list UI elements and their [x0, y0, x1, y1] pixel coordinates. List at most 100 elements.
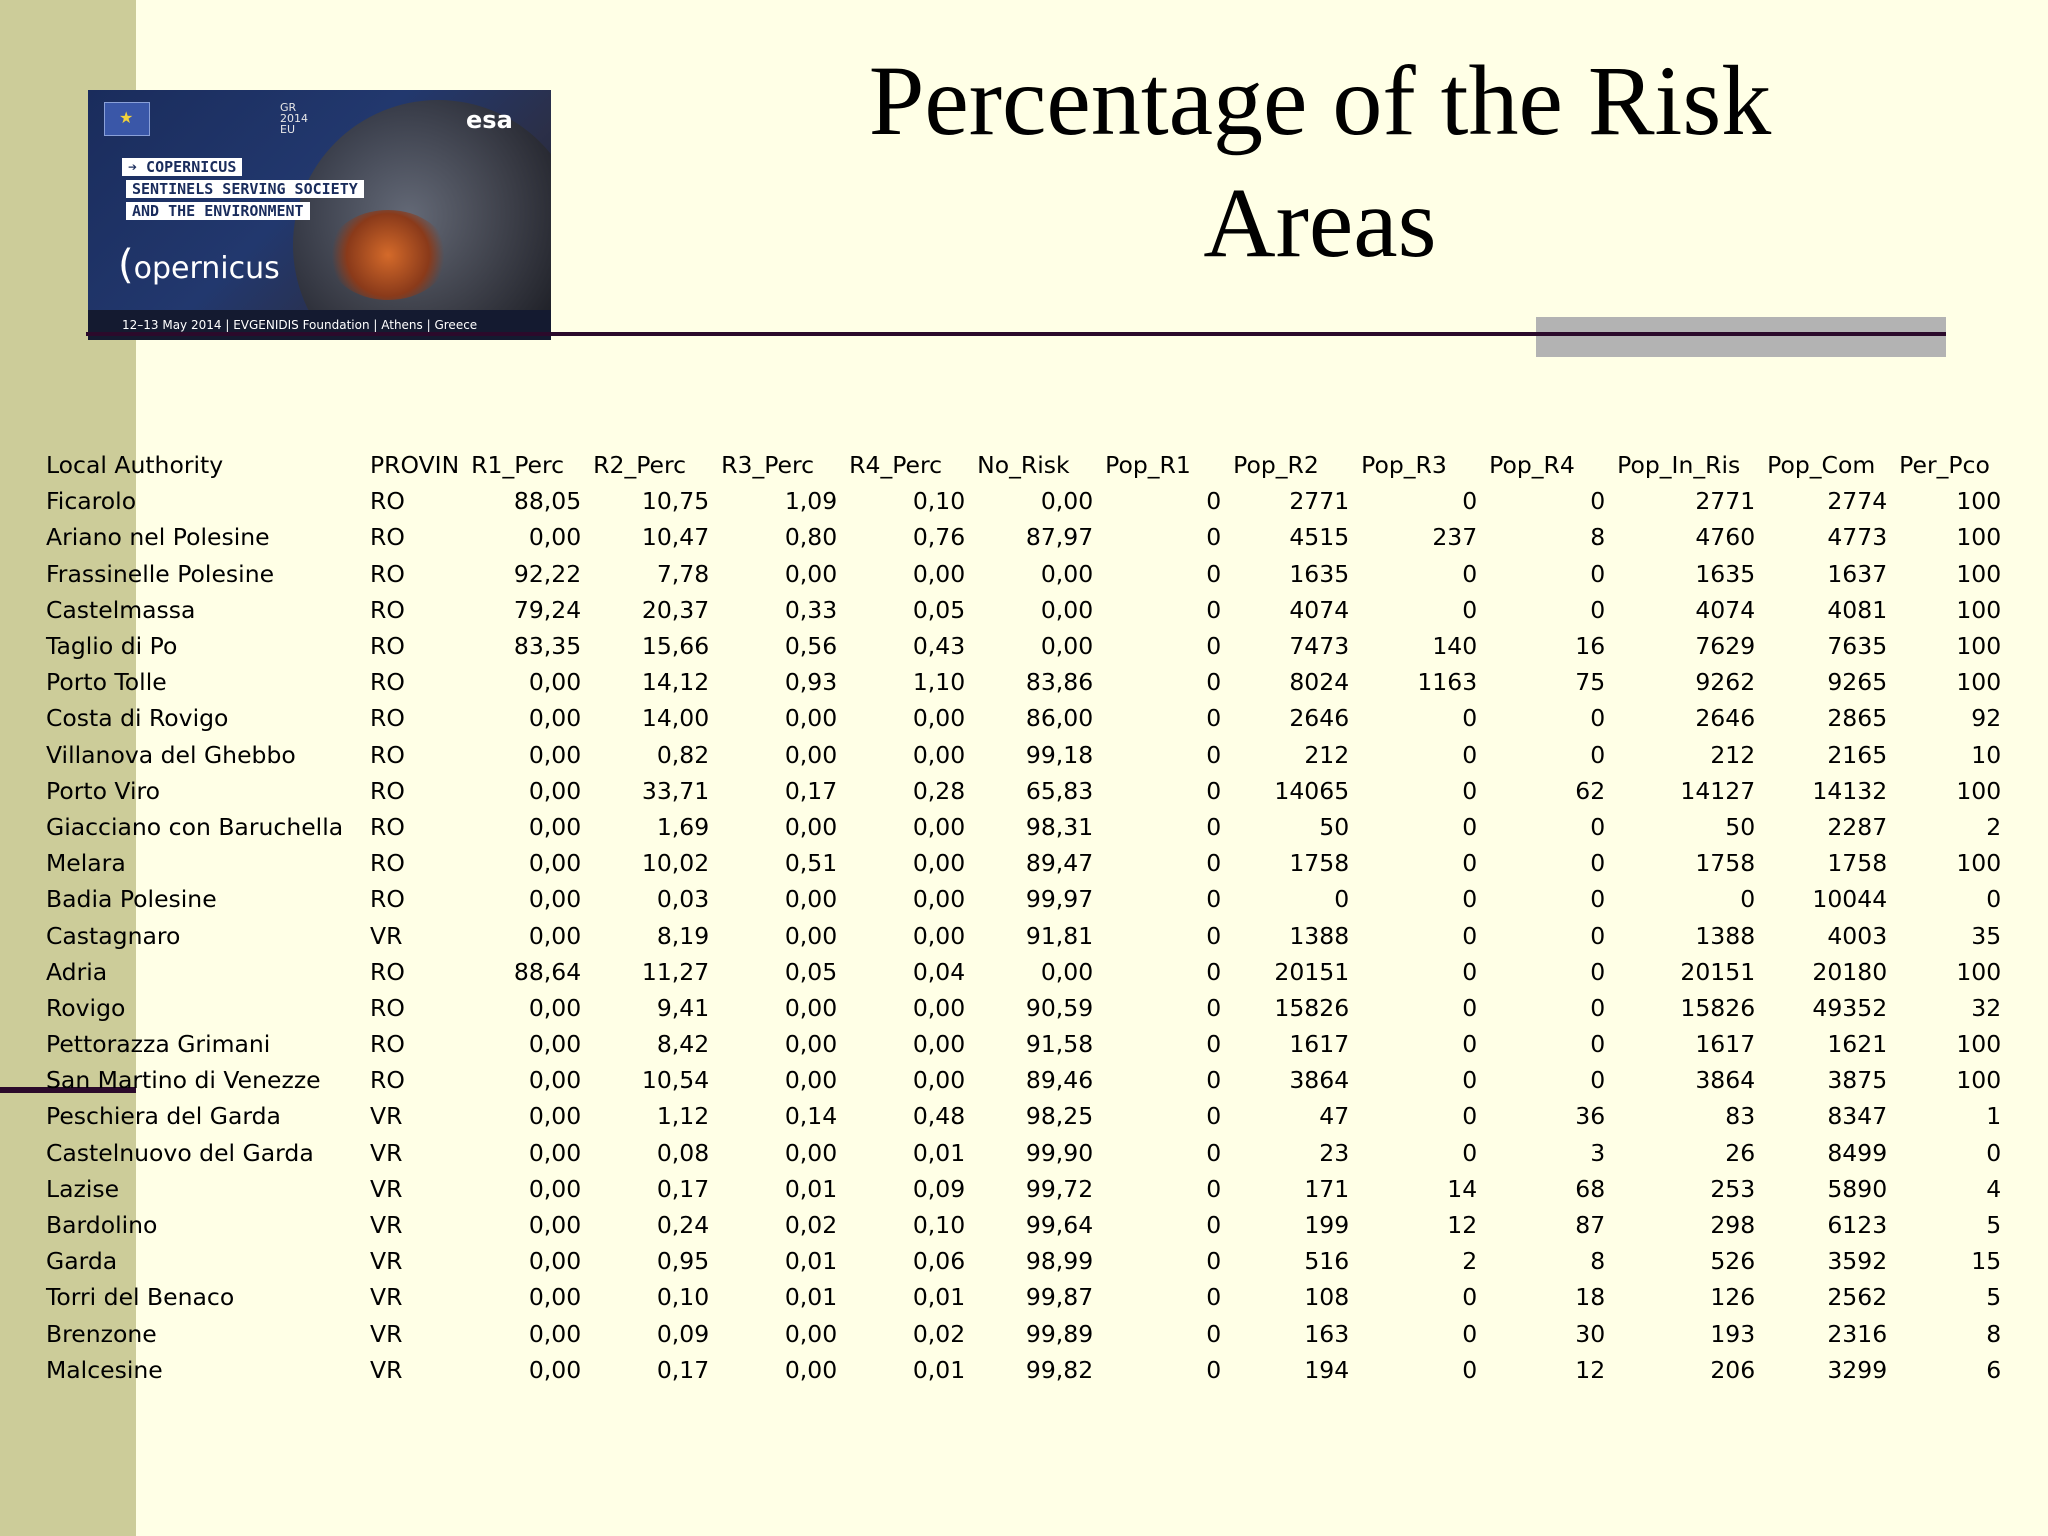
table-cell: 98,99: [1025, 1247, 1094, 1276]
column-header: No_Risk: [977, 451, 1070, 480]
title-rule: [86, 332, 1946, 336]
table-cell: 10,54: [641, 1066, 710, 1095]
table-cell: 1758: [1695, 849, 1756, 878]
table-cell: 0: [1462, 993, 1478, 1022]
banner-tag-2: SENTINELS SERVING SOCIETY: [126, 180, 364, 198]
table-cell: 3875: [1827, 1066, 1888, 1095]
table-cell: 0: [1462, 849, 1478, 878]
table-cell: 0: [1206, 1138, 1222, 1167]
table-cell: 0,00: [528, 1138, 582, 1167]
province-cell: VR: [370, 921, 403, 950]
table-cell: 15826: [1680, 993, 1756, 1022]
table-cell: 98,31: [1025, 812, 1094, 841]
table-cell: 0: [1206, 921, 1222, 950]
table-cell: 253: [1710, 1174, 1756, 1203]
table-cell: 0,05: [784, 957, 838, 986]
table-cell: 99,82: [1025, 1355, 1094, 1384]
table-cell: 0: [1462, 487, 1478, 516]
table-cell: 0,00: [912, 812, 966, 841]
table-cell: 2562: [1827, 1283, 1888, 1312]
table-cell: 0,01: [784, 1247, 838, 1276]
table-row: Castelmassa RO 79,24 20,37 0,33 0,05 0,00 0 4074…: [40, 592, 2007, 628]
table-cell: 0,00: [1040, 632, 1094, 661]
table-cell: 1758: [1827, 849, 1888, 878]
table-cell: 0,00: [1040, 559, 1094, 588]
table-cell: 0: [1462, 1355, 1478, 1384]
province-cell: VR: [370, 1319, 403, 1348]
table-cell: 33,71: [641, 776, 710, 805]
table-cell: 0: [1206, 1319, 1222, 1348]
local-authority-cell: San Martino di Venezze: [46, 1066, 321, 1095]
table-cell: 6123: [1827, 1211, 1888, 1240]
table-row: Garda VR 0,00 0,95 0,01 0,06 98,99 0 516 2 8 526 359…: [40, 1243, 2007, 1279]
table-cell: 1621: [1827, 1030, 1888, 1059]
table-cell: 0: [1590, 921, 1606, 950]
column-header: R1_Perc: [471, 451, 565, 480]
table-row: Pettorazza Grimani RO 0,00 8,42 0,00 0,00 91,5…: [40, 1026, 2007, 1062]
table-cell: 32: [1971, 993, 2002, 1022]
province-cell: RO: [370, 740, 405, 769]
table-row: Taglio di Po RO 83,35 15,66 0,56 0,43 0,00 0 747…: [40, 628, 2007, 664]
table-row: Castelnuovo del Garda VR 0,00 0,08 0,00 0,01 9…: [40, 1135, 2007, 1171]
table-cell: 50: [1319, 812, 1350, 841]
table-cell: 99,87: [1025, 1283, 1094, 1312]
local-authority-cell: Bardolino: [46, 1211, 158, 1240]
table-cell: 99,72: [1025, 1174, 1094, 1203]
table-row: Giacciano con Baruchella RO 0,00 1,69 0,00 0,…: [40, 809, 2007, 845]
table-cell: 0: [1462, 957, 1478, 986]
table-cell: 0,00: [784, 993, 838, 1022]
table-cell: 0: [1590, 1066, 1606, 1095]
table-cell: 0,04: [912, 957, 966, 986]
province-cell: VR: [370, 1211, 403, 1240]
table-cell: 89,46: [1025, 1066, 1094, 1095]
table-cell: 0,51: [784, 849, 838, 878]
slide-title: Percentage of the Risk Areas: [868, 45, 1772, 278]
table-cell: 0: [1590, 993, 1606, 1022]
table-cell: 0,00: [784, 921, 838, 950]
copernicus-banner: GR 2014 EU esa ➔ COPERNICUS SENTINELS SE…: [88, 90, 551, 340]
table-cell: 10: [1971, 740, 2002, 769]
table-cell: 0: [1206, 1174, 1222, 1203]
table-cell: 0: [1206, 1030, 1222, 1059]
table-cell: 212: [1304, 740, 1350, 769]
table-cell: 2646: [1289, 704, 1350, 733]
table-cell: 1388: [1695, 921, 1756, 950]
table-cell: 12: [1575, 1355, 1606, 1384]
table-cell: 0: [1590, 957, 1606, 986]
table-cell: 0,17: [656, 1174, 710, 1203]
table-cell: 18: [1575, 1283, 1606, 1312]
table-cell: 0: [1740, 885, 1756, 914]
table-cell: 10,47: [641, 523, 710, 552]
table-cell: 8499: [1827, 1138, 1888, 1167]
table-cell: 5: [1986, 1211, 2002, 1240]
table-cell: 0: [1590, 595, 1606, 624]
table-cell: 1617: [1289, 1030, 1350, 1059]
table-cell: 0,14: [784, 1102, 838, 1131]
table-cell: 8024: [1289, 668, 1350, 697]
table-cell: 16: [1575, 632, 1606, 661]
province-cell: RO: [370, 632, 405, 661]
table-cell: 89,47: [1025, 849, 1094, 878]
column-header: Pop_R3: [1361, 451, 1447, 480]
table-cell: 8,42: [656, 1030, 710, 1059]
table-cell: 0: [1462, 1283, 1478, 1312]
table-cell: 83: [1725, 1102, 1756, 1131]
table-cell: 0,00: [528, 668, 582, 697]
table-row: Badia Polesine RO 0,00 0,03 0,00 0,00 99,97 0 0 0…: [40, 881, 2007, 917]
table-header-row: Local Authority PROVIN R1_Perc R2_Perc R3_Pe…: [40, 447, 2007, 483]
table-cell: 14: [1447, 1174, 1478, 1203]
table-cell: 140: [1432, 632, 1478, 661]
table-cell: 0,01: [912, 1283, 966, 1312]
table-cell: 83,86: [1025, 668, 1094, 697]
left-accent-bar: [0, 1087, 136, 1093]
table-cell: 0,00: [912, 1066, 966, 1095]
table-cell: 0: [1462, 1319, 1478, 1348]
table-cell: 20,37: [641, 595, 710, 624]
table-cell: 1,10: [912, 668, 966, 697]
table-cell: 0,01: [912, 1355, 966, 1384]
table-cell: 0,00: [784, 704, 838, 733]
table-cell: 0,09: [912, 1174, 966, 1203]
table-cell: 91,58: [1025, 1030, 1094, 1059]
globe-fire-image: [328, 210, 448, 300]
column-header: Pop_In_Ris: [1617, 451, 1741, 480]
